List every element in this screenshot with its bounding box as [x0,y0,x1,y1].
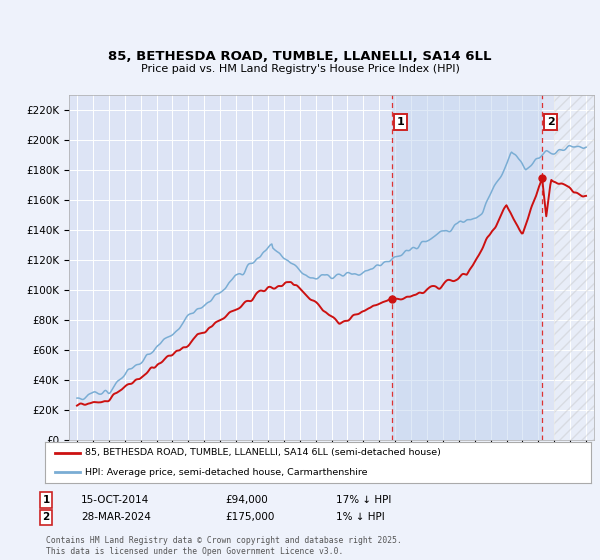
Bar [392,95,542,440]
Text: 85, BETHESDA ROAD, TUMBLE, LLANELLI, SA14 6LL (semi-detached house): 85, BETHESDA ROAD, TUMBLE, LLANELLI, SA1… [85,449,441,458]
Text: 17% ↓ HPI: 17% ↓ HPI [336,495,391,505]
Text: Price paid vs. HM Land Registry's House Price Index (HPI): Price paid vs. HM Land Registry's House … [140,64,460,74]
Text: 85, BETHESDA ROAD, TUMBLE, LLANELLI, SA14 6LL: 85, BETHESDA ROAD, TUMBLE, LLANELLI, SA1… [108,50,492,63]
Text: 28-MAR-2024: 28-MAR-2024 [81,512,151,522]
Text: 15-OCT-2014: 15-OCT-2014 [81,495,149,505]
Text: 2: 2 [547,117,554,127]
Text: £175,000: £175,000 [225,512,274,522]
Text: 2: 2 [43,512,50,522]
Text: 1: 1 [397,117,404,127]
Bar [554,95,594,440]
Text: Contains HM Land Registry data © Crown copyright and database right 2025.
This d: Contains HM Land Registry data © Crown c… [46,536,402,556]
Text: 1% ↓ HPI: 1% ↓ HPI [336,512,385,522]
Text: £94,000: £94,000 [225,495,268,505]
Text: 1: 1 [43,495,50,505]
Text: HPI: Average price, semi-detached house, Carmarthenshire: HPI: Average price, semi-detached house,… [85,468,367,477]
